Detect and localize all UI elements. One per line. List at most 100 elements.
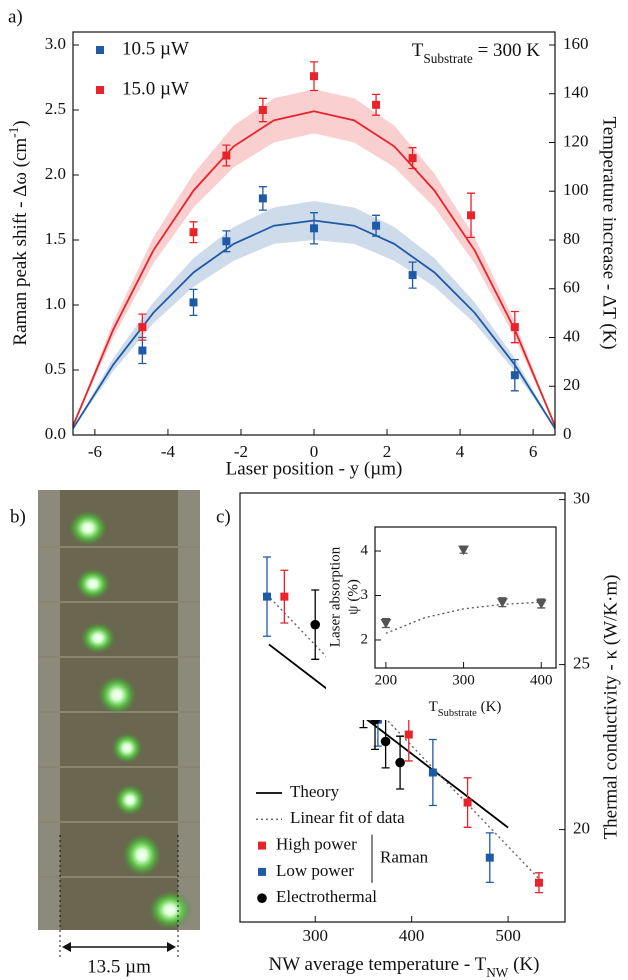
- plot-frame: [72, 31, 556, 436]
- marker: [535, 599, 547, 609]
- laser-spot: [97, 675, 137, 715]
- x-tick-label: 300: [452, 672, 475, 688]
- label-part: = 300 K: [473, 40, 540, 61]
- marker: [310, 224, 318, 233]
- laser-spot: [75, 568, 111, 600]
- chart: 200 300 400 2 3 4 TSubstrate (K) Laser absorpti…: [327, 526, 557, 719]
- y2-tick-label: 100: [563, 180, 589, 199]
- marker: [485, 853, 494, 862]
- y-tick-label: 4: [361, 542, 369, 558]
- y-tick-label: 2: [361, 631, 369, 647]
- x-axis-label: TSubstrate (K): [429, 699, 502, 718]
- marker: [372, 100, 381, 109]
- y-axis-label: Thermal conductivity - κ (W/K·m): [600, 575, 621, 840]
- laser-spot: [148, 890, 192, 930]
- y2-tick-label: 60: [563, 278, 580, 297]
- y-axis-label: ψ (%): [345, 579, 361, 615]
- marker: [380, 619, 392, 629]
- marker: [458, 545, 469, 556]
- legend-marker: [96, 46, 104, 54]
- panel-label: b): [10, 506, 26, 527]
- y2-tick-label: 80: [563, 229, 580, 248]
- x-tick-label: 0: [310, 442, 319, 461]
- marker: [404, 730, 413, 739]
- marker: [510, 371, 519, 380]
- laser-spot: [111, 732, 143, 764]
- y2-tick-label: 40: [563, 326, 580, 345]
- y2-tick-label: 160: [563, 34, 589, 53]
- y-tick-label: 1.5: [45, 229, 66, 248]
- y2-axis-label: Temperature increase - ΔT (K): [599, 116, 620, 349]
- label-part: (K): [508, 954, 539, 975]
- label-part: ): [10, 120, 31, 126]
- inset-background: [326, 524, 558, 720]
- marker: [496, 598, 508, 608]
- marker: [310, 72, 318, 81]
- legend-label: Low power: [276, 861, 354, 880]
- y-tick-label: 1.0: [45, 294, 66, 313]
- y2-tick-label: 140: [563, 83, 589, 102]
- y-tick-label: 0.5: [45, 359, 66, 378]
- marker: [372, 221, 381, 230]
- marker: [534, 878, 543, 887]
- marker: [395, 757, 405, 768]
- legend-group-label: Raman: [380, 848, 429, 867]
- y-tick-label: 2.0: [45, 164, 66, 183]
- frame-separators: [38, 546, 200, 878]
- legend-label: Electrothermal: [276, 887, 377, 906]
- laser-spot: [114, 784, 146, 816]
- marker: [138, 346, 147, 355]
- y-tick-label: 25: [573, 654, 590, 673]
- x-tick-label: 500: [495, 926, 521, 945]
- y-tick-label: 2.5: [45, 99, 66, 118]
- marker: [510, 323, 519, 332]
- y2-tick-label: 20: [563, 375, 580, 394]
- marker: [467, 211, 476, 220]
- legend-label: High power: [276, 835, 357, 854]
- plot-frame: [239, 492, 566, 923]
- x-tick-label: 2: [383, 442, 392, 461]
- marker: [463, 798, 472, 807]
- x-tick-label: -6: [88, 442, 102, 461]
- x-tick-label: -4: [161, 442, 176, 461]
- label-part: Raman peak shift - Δω (cm: [10, 138, 31, 346]
- panel-label: a): [8, 6, 23, 27]
- x-axis-label: NW average temperature - TNW (K): [269, 954, 540, 979]
- marker: [408, 154, 417, 163]
- marker: [258, 106, 267, 114]
- x-tick-label: -2: [234, 442, 248, 461]
- y-tick-label: 3: [361, 587, 369, 603]
- x-axis-label: Laser position - y (µm): [226, 458, 403, 479]
- contact-left: [38, 490, 60, 930]
- laser-spots: [68, 510, 192, 930]
- marker: [222, 237, 231, 246]
- marker: [280, 592, 289, 601]
- y-axis-label: Raman peak shift - Δω (cm-1): [6, 120, 32, 345]
- marker: [258, 194, 267, 203]
- plot-frame: [374, 526, 557, 669]
- marker: [138, 323, 147, 332]
- contact-right: [178, 490, 200, 930]
- laser-spot: [122, 833, 162, 877]
- label-part: NW: [486, 965, 509, 980]
- label-part: Substrate: [423, 51, 473, 66]
- x-tick-label: 300: [302, 926, 328, 945]
- x-tick-label: 400: [399, 926, 425, 945]
- legend-label: Theory: [290, 782, 340, 801]
- y-tick-label: 30: [573, 489, 590, 508]
- fit-line: [72, 110, 556, 427]
- legend-label: 10.5 µW: [122, 38, 189, 59]
- chart: -6 -4 -2 0 2 4 6 0.0 0.5 1.0 1.5 2.0 2.5 3.0 0 20 40 60 80…: [6, 31, 620, 479]
- micrograph: 13.5 µm: [38, 490, 200, 977]
- confidence-band: [73, 89, 555, 426]
- y2-tick-label: 0: [563, 424, 572, 443]
- label-part: NW average temperature - T: [269, 954, 487, 975]
- panel-label: c): [216, 506, 231, 527]
- marker: [310, 619, 321, 630]
- y2-tick-label: 120: [563, 131, 589, 150]
- legend-label: 15.0 µW: [122, 78, 189, 99]
- label-part: (K): [477, 699, 502, 715]
- marker: [222, 151, 231, 160]
